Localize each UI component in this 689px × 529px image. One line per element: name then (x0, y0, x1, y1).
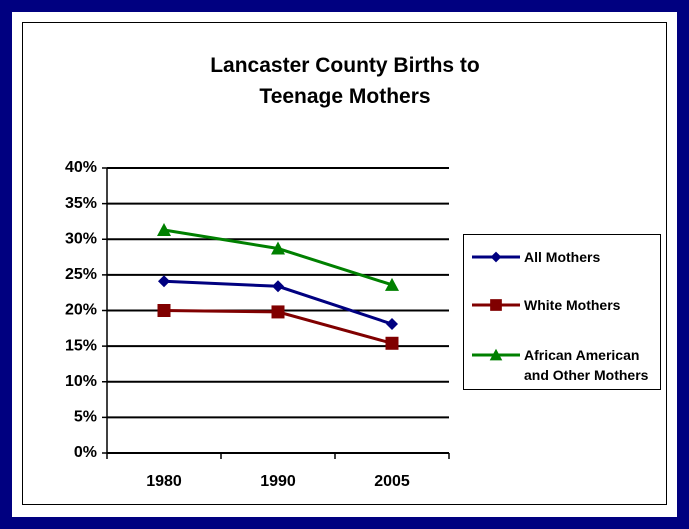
marker (489, 348, 503, 361)
legend-label: White Mothers (524, 297, 621, 313)
marker (385, 277, 399, 291)
marker (490, 251, 502, 263)
legend: All Mothers White Mothers African American… (463, 234, 661, 390)
x-tick-label: 2005 (374, 473, 410, 490)
legend-swatch (472, 348, 520, 361)
marker (386, 318, 398, 331)
y-tick-label: 10% (65, 373, 97, 390)
series-line (163, 228, 393, 287)
y-tick-label: 35% (65, 195, 97, 212)
chart-area (22, 22, 667, 505)
x-tick-label: 1980 (146, 473, 182, 490)
y-tick-label: 40% (65, 159, 97, 176)
x-tick-label: 1990 (260, 473, 296, 490)
legend-swatch (472, 251, 520, 263)
marker (385, 336, 399, 350)
y-tick-label: 15% (65, 337, 97, 354)
marker (271, 305, 285, 319)
marker (157, 222, 171, 236)
y-tick-label: 5% (74, 409, 97, 426)
chart-title: Lancaster County Births to Teenage Mothe… (210, 54, 480, 108)
marker (157, 304, 171, 317)
y-tick-label: 30% (65, 230, 97, 247)
legend-label: All Mothers (524, 249, 601, 265)
marker (490, 299, 502, 311)
y-tick-label: 25% (65, 266, 97, 283)
marker (272, 280, 284, 293)
y-tick-label: 20% (65, 302, 97, 319)
legend-label: African American and Other Mothers (524, 347, 649, 383)
y-tick-label: 0% (74, 444, 97, 461)
marker (158, 275, 170, 288)
marker (271, 241, 285, 255)
legend-swatch (472, 299, 520, 311)
